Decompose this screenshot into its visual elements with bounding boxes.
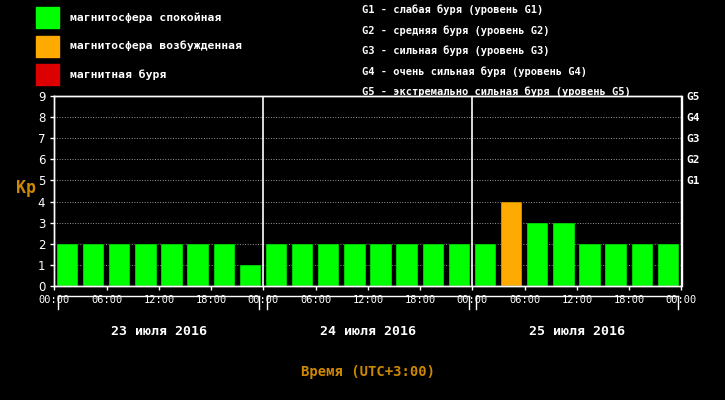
Text: G2 - средняя буря (уровень G2): G2 - средняя буря (уровень G2) bbox=[362, 25, 550, 36]
Bar bbox=[292, 244, 313, 286]
Bar bbox=[423, 244, 444, 286]
Text: магнитосфера спокойная: магнитосфера спокойная bbox=[70, 12, 222, 22]
Text: G4 - очень сильная буря (уровень G4): G4 - очень сильная буря (уровень G4) bbox=[362, 66, 587, 77]
Text: магнитная буря: магнитная буря bbox=[70, 70, 167, 80]
Text: магнитосфера возбужденная: магнитосфера возбужденная bbox=[70, 41, 242, 51]
Text: 23 июля 2016: 23 июля 2016 bbox=[111, 325, 207, 338]
Bar bbox=[475, 244, 496, 286]
Text: 24 июля 2016: 24 июля 2016 bbox=[320, 325, 416, 338]
Bar bbox=[36, 7, 59, 28]
Bar bbox=[109, 244, 130, 286]
Bar bbox=[449, 244, 470, 286]
Text: G5 - экстремально сильная буря (уровень G5): G5 - экстремально сильная буря (уровень … bbox=[362, 87, 631, 98]
Bar bbox=[318, 244, 339, 286]
Bar bbox=[553, 223, 575, 286]
Y-axis label: Кр: Кр bbox=[16, 179, 36, 197]
Text: G3 - сильная буря (уровень G3): G3 - сильная буря (уровень G3) bbox=[362, 46, 550, 56]
Text: Время (UTC+3:00): Время (UTC+3:00) bbox=[301, 365, 435, 379]
Bar bbox=[57, 244, 78, 286]
Text: 25 июля 2016: 25 июля 2016 bbox=[529, 325, 625, 338]
Bar bbox=[135, 244, 157, 286]
Text: G1 - слабая буря (уровень G1): G1 - слабая буря (уровень G1) bbox=[362, 4, 544, 15]
Bar bbox=[527, 223, 549, 286]
Bar bbox=[240, 265, 261, 286]
Bar bbox=[161, 244, 183, 286]
Bar bbox=[397, 244, 418, 286]
Bar bbox=[187, 244, 209, 286]
Bar bbox=[605, 244, 627, 286]
Bar bbox=[213, 244, 235, 286]
Bar bbox=[344, 244, 365, 286]
Bar bbox=[501, 202, 523, 286]
Bar bbox=[83, 244, 104, 286]
Bar bbox=[36, 36, 59, 57]
Bar bbox=[370, 244, 392, 286]
Bar bbox=[579, 244, 601, 286]
Bar bbox=[658, 244, 679, 286]
Bar bbox=[36, 64, 59, 86]
Bar bbox=[631, 244, 653, 286]
Bar bbox=[266, 244, 287, 286]
